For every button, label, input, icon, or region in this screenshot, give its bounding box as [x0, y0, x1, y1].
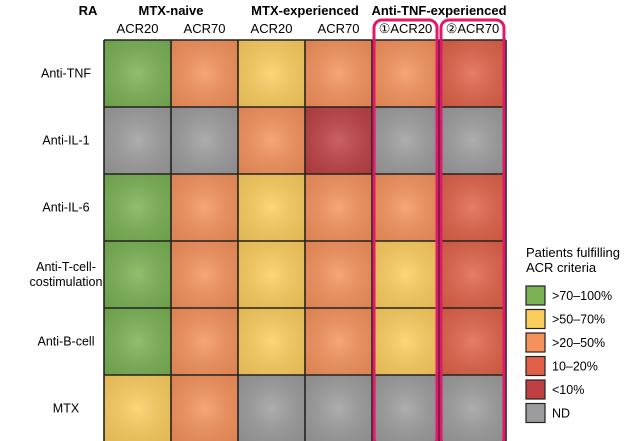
- legend-swatch: [525, 402, 546, 424]
- heatmap-cell-shade: [104, 174, 171, 241]
- heatmap-cell-shade: [439, 174, 506, 241]
- column-group-label: MTX-naive: [138, 3, 203, 18]
- column-label: ①ACR20: [379, 21, 433, 36]
- legend-label: ND: [552, 407, 570, 421]
- heatmap-cell-shade: [171, 40, 238, 107]
- heatmap-cell-shade: [171, 375, 238, 441]
- column-label: ACR20: [117, 21, 159, 36]
- column-label: ACR20: [251, 21, 293, 36]
- heatmap-cell-shade: [238, 40, 305, 107]
- legend-swatch: [525, 308, 546, 330]
- row-label: Anti-IL-1: [42, 134, 89, 148]
- column-group-label: Anti-TNF-experienced: [371, 3, 506, 18]
- row-label: Anti-TNF: [41, 67, 91, 81]
- heatmap-cell-shade: [372, 375, 439, 441]
- heatmap-cell-shade: [171, 107, 238, 174]
- legend-label: 10–20%: [552, 360, 598, 374]
- column-highlight-box: [372, 18, 439, 441]
- heatmap-cell-shade: [238, 107, 305, 174]
- heatmap-cell-shade: [305, 40, 372, 107]
- legend-swatch: [525, 379, 546, 400]
- column-highlight-box: [439, 18, 506, 441]
- column-label: ACR70: [184, 21, 226, 36]
- legend-swatch: [525, 355, 546, 377]
- heatmap-cell-shade: [439, 241, 506, 308]
- heatmap-cell-shade: [439, 308, 506, 375]
- column-label: ACR70: [318, 21, 360, 36]
- heatmap-cell-shade: [372, 241, 439, 308]
- heatmap-cell-shade: [238, 308, 305, 375]
- legend-label: >20–50%: [552, 336, 605, 350]
- heatmap-cell-shade: [238, 375, 305, 441]
- heatmap-cell-shade: [372, 174, 439, 241]
- legend-label: <10%: [552, 383, 584, 397]
- heatmap-cell-shade: [238, 174, 305, 241]
- heatmap-cell-shade: [372, 107, 439, 174]
- heatmap-cell-shade: [439, 40, 506, 107]
- heatmap-cell-shade: [305, 375, 372, 441]
- heatmap-cell-shade: [372, 308, 439, 375]
- row-label: Anti-IL-6: [42, 201, 89, 215]
- legend-label: >70–100%: [552, 289, 612, 303]
- legend-label: >50–70%: [552, 313, 605, 327]
- row-label: MTX: [53, 402, 80, 416]
- heatmap-cell-shade: [104, 375, 171, 441]
- heatmap-cell-shade: [439, 107, 506, 174]
- heatmap-cell-shade: [305, 241, 372, 308]
- heatmap-cell-shade: [305, 107, 372, 174]
- heatmap-cell-shade: [104, 241, 171, 308]
- heatmap-cell-shade: [171, 241, 238, 308]
- heatmap-cell-shade: [104, 40, 171, 107]
- legend-title: ACR criteria: [526, 260, 597, 275]
- heatmap-cell-shade: [171, 308, 238, 375]
- row-label: Anti-B-cell: [38, 335, 95, 349]
- heatmap-cell-shade: [305, 174, 372, 241]
- heatmap-cell-shade: [104, 107, 171, 174]
- heatmap-cell-shade: [305, 308, 372, 375]
- heatmap-cell-shade: [238, 241, 305, 308]
- legend-title: Patients fulfilling: [526, 245, 620, 260]
- heatmap-cell-shade: [171, 174, 238, 241]
- corner-label: RA: [79, 3, 98, 18]
- legend-swatch: [525, 332, 546, 353]
- legend-swatch: [525, 285, 546, 306]
- column-label: ②ACR70: [446, 21, 500, 36]
- heatmap-cell-shade: [439, 375, 506, 441]
- heatmap-cell-shade: [372, 40, 439, 107]
- row-label: Anti-T-cell-costimulation: [30, 260, 103, 289]
- column-group-label: MTX-experienced: [251, 3, 359, 18]
- heatmap-cell-shade: [104, 308, 171, 375]
